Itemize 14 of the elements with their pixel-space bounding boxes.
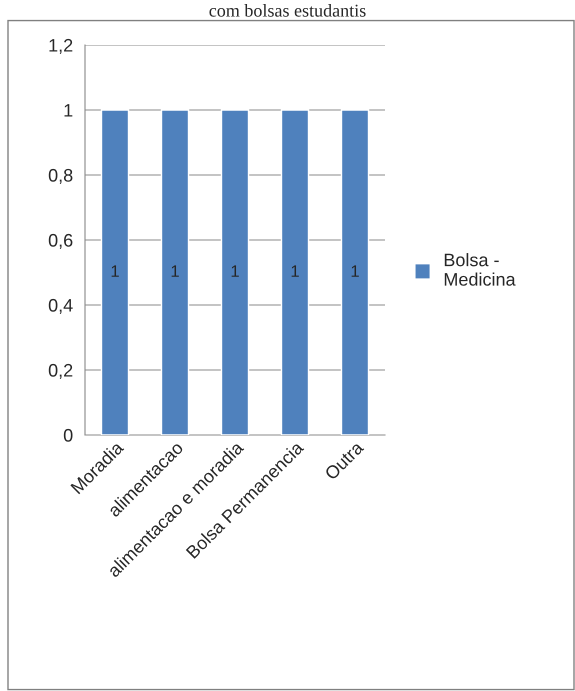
chart-title: com bolsas estudantis bbox=[209, 4, 366, 17]
y-tick-label: 0,8 bbox=[48, 168, 72, 184]
data-label: 1 bbox=[352, 265, 359, 277]
y-tick-label: 1 bbox=[64, 104, 72, 117]
data-label: 1 bbox=[292, 265, 299, 277]
y-tick-label: 0,4 bbox=[48, 298, 73, 314]
legend-label: Bolsa - Medicina bbox=[444, 253, 516, 286]
y-tick-label: 0 bbox=[64, 428, 72, 442]
data-label: 1 bbox=[172, 265, 179, 277]
y-tick-label: 0,2 bbox=[48, 364, 72, 379]
y-tick-label: 0,6 bbox=[48, 234, 72, 249]
y-tick-label: 1,2 bbox=[49, 38, 72, 54]
data-label: 1 bbox=[232, 265, 239, 277]
data-label: 1 bbox=[112, 265, 119, 277]
